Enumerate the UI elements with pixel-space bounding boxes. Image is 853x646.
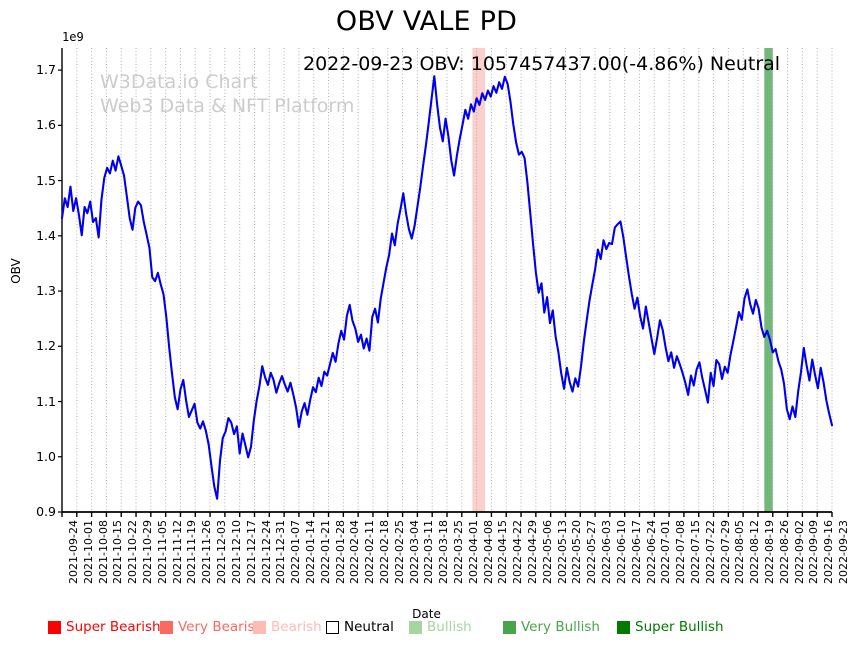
very-bullish-band — [764, 48, 773, 512]
legend-label: Super Bullish — [635, 619, 724, 635]
x-tick-label: 2022-09-16 — [822, 520, 836, 584]
legend-entry[interactable]: Bearish — [253, 618, 322, 636]
x-tick-label: 2022-08-12 — [748, 520, 762, 584]
x-tick-label: 2022-05-27 — [585, 520, 599, 584]
y-tick-label: 0.9 — [36, 504, 56, 519]
x-tick-label: 2022-09-23 — [837, 520, 850, 584]
watermark-line-1: W3Data.io Chart — [100, 71, 258, 93]
x-tick-label: 2022-03-18 — [437, 520, 451, 584]
x-tick-label: 2021-12-24 — [259, 520, 273, 584]
watermark: W3Data.io Chart Web3 Data & NFT Platform — [100, 70, 354, 118]
x-tick-label: 2021-12-31 — [274, 520, 288, 584]
legend-entry[interactable]: Very Bullish — [503, 618, 600, 636]
x-tick-label: 2022-02-04 — [348, 520, 362, 584]
y-tick-label: 1.4 — [36, 227, 56, 243]
x-tick-label: 2022-04-29 — [526, 520, 540, 584]
legend-label: Super Bearish — [66, 619, 161, 635]
x-tick-label: 2022-04-15 — [496, 520, 510, 584]
x-tick-label: 2022-05-20 — [570, 520, 584, 584]
x-tick-label: 2022-09-02 — [792, 520, 806, 584]
x-tick-label: 2021-10-15 — [111, 520, 125, 584]
legend-entry[interactable]: Super Bearish — [48, 618, 161, 636]
x-tick-label: 2022-02-18 — [377, 520, 391, 584]
y-axis-title: OBV — [9, 258, 23, 284]
x-axis-title: Date — [412, 607, 441, 621]
x-tick-label: 2022-01-14 — [303, 520, 317, 584]
x-tick-label: 2022-07-22 — [703, 520, 717, 584]
legend-swatch-icon — [409, 620, 422, 634]
legend-label: Neutral — [344, 619, 394, 635]
x-tick-label: 2022-07-29 — [718, 520, 732, 584]
x-tick-label: 2022-01-07 — [289, 520, 303, 584]
x-tick-label: 2022-06-10 — [614, 520, 628, 584]
legend-entry[interactable]: Super Bullish — [617, 618, 724, 636]
legend-swatch-icon — [48, 620, 61, 634]
legend-swatch-icon — [253, 620, 266, 634]
y-tick-label: 1.2 — [36, 338, 56, 354]
y-tick-label: 1.0 — [36, 448, 56, 464]
x-tick-label: 2022-09-09 — [807, 520, 821, 584]
x-tick-label: 2021-11-19 — [185, 520, 199, 584]
x-tick-label: 2022-07-01 — [659, 520, 673, 584]
x-tick-label: 2021-09-24 — [67, 520, 80, 584]
y-axis-tick-labels: 0.9 1.0 1.1 1.2 1.3 1.4 1.5 1.6 1.7 — [0, 0, 56, 520]
current-value-annotation: 2022-09-23 OBV: 1057457437.00(-4.86%) Ne… — [303, 53, 781, 75]
x-tick-label: 2021-10-01 — [81, 520, 95, 584]
chart-title: OBV VALE PD — [335, 6, 518, 37]
y-tick-label: 1.5 — [36, 172, 56, 188]
x-tick-label: 2021-12-10 — [229, 520, 243, 584]
x-tick-label: 2021-12-03 — [215, 520, 229, 584]
x-tick-label: 2022-04-22 — [511, 520, 525, 584]
y-tick-label: 1.6 — [36, 117, 56, 133]
y-tick-label: 1.7 — [36, 62, 56, 78]
x-tick-label: 2021-11-05 — [155, 520, 169, 584]
x-tick-label: 2022-03-11 — [422, 520, 436, 584]
x-tick-label: 2022-03-04 — [407, 520, 421, 584]
x-tick-label: 2022-08-26 — [777, 520, 791, 584]
x-tick-label: 2021-11-12 — [170, 520, 184, 584]
x-tick-label: 2022-07-15 — [688, 520, 702, 584]
legend-label: Very Bearish — [178, 619, 264, 635]
x-tick-label: 2021-11-26 — [200, 520, 214, 584]
legend-swatch-icon — [326, 620, 339, 634]
y-tick-label: 1.3 — [36, 283, 56, 299]
legend-swatch-icon — [160, 620, 173, 634]
x-tick-label: 2022-02-25 — [392, 520, 406, 584]
x-tick-label: 2022-01-21 — [318, 520, 332, 584]
x-tick-label: 2022-08-05 — [733, 520, 747, 584]
x-tick-label: 2022-03-25 — [452, 520, 465, 584]
x-tick-label: 2022-06-24 — [644, 520, 658, 584]
x-tick-label: 2022-08-19 — [762, 520, 776, 584]
x-tick-label: 2022-06-03 — [600, 520, 614, 584]
legend-label: Bearish — [271, 619, 322, 635]
legend-swatch-icon — [503, 620, 516, 634]
x-tick-label: 2022-07-08 — [674, 520, 688, 584]
x-tick-label: 2022-01-28 — [333, 520, 347, 584]
x-tick-label: 2021-12-17 — [244, 520, 258, 584]
x-tick-label: 2021-10-29 — [141, 520, 155, 584]
y-axis-exponent-label: 1e9 — [62, 30, 84, 44]
legend-entry[interactable]: Bullish — [409, 618, 472, 636]
legend-swatch-icon — [617, 620, 630, 634]
x-tick-label: 2022-04-08 — [481, 520, 495, 584]
legend-label: Bullish — [427, 619, 472, 635]
x-tick-label: 2022-06-17 — [629, 520, 643, 584]
y-tick-label: 1.1 — [36, 393, 56, 409]
x-tick-label: 2022-05-13 — [555, 520, 569, 584]
x-tick-label: 2022-02-11 — [363, 520, 377, 584]
x-tick-label: 2022-05-06 — [540, 520, 554, 584]
x-tick-label: 2021-10-08 — [96, 520, 110, 584]
obv-line-series — [60, 75, 834, 500]
legend-label: Very Bullish — [521, 619, 600, 635]
bearish-band — [472, 48, 486, 512]
watermark-line-2: Web3 Data & NFT Platform — [100, 95, 355, 117]
legend-entry[interactable]: Very Bearish — [160, 618, 263, 636]
x-tick-label: 2022-04-01 — [466, 520, 480, 584]
sentiment-legend: Super Bearish Very Bearish Bearish Neutral B… — [0, 618, 853, 640]
x-tick-label: 2021-10-22 — [126, 520, 140, 584]
legend-entry[interactable]: Neutral — [326, 618, 394, 636]
